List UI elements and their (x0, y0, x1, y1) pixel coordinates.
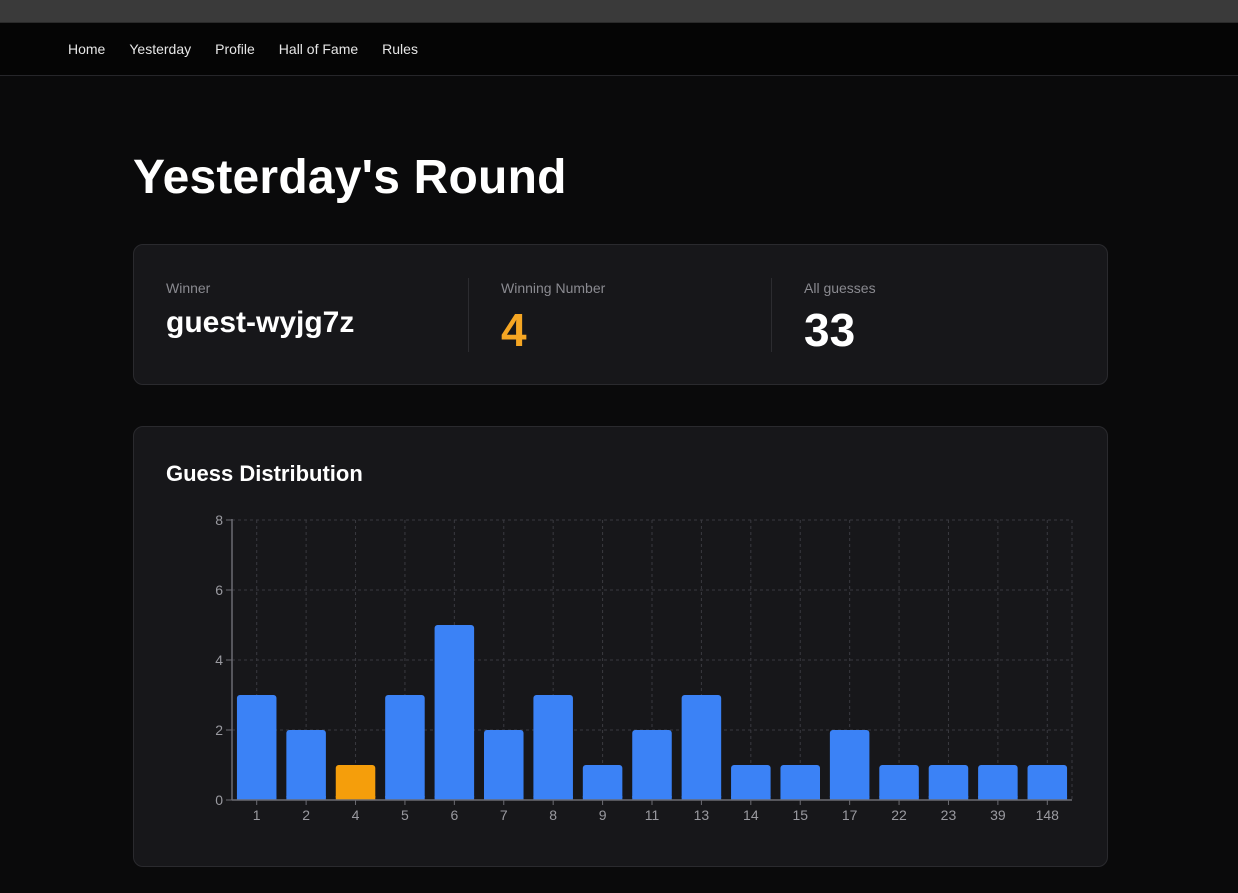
bar-base (236, 796, 277, 800)
stat-divider (468, 278, 469, 352)
x-tick-label: 5 (401, 807, 409, 823)
bar-base (928, 796, 969, 800)
nav-links: Home Yesterday Profile Hall of Fame Rule… (68, 41, 418, 57)
bar (879, 765, 919, 800)
bar (236, 695, 277, 800)
x-tick-label: 11 (645, 807, 660, 823)
bar (978, 765, 1018, 800)
nav-home[interactable]: Home (68, 41, 106, 57)
y-tick-label: 8 (215, 512, 223, 528)
chart-card: Guess Distribution 0 2 4 6 8 1 2 4 5 6 7 8 9 11 13 14 15… (133, 426, 1108, 867)
y-tick-label: 4 (215, 652, 223, 668)
x-tick-label: 15 (792, 807, 808, 823)
bar-base (978, 796, 1018, 800)
x-tick-label: 23 (941, 807, 957, 823)
bar (780, 765, 820, 800)
bar (286, 730, 326, 800)
stats-card: Winner guest-wyjg7z Winning Number 4 All… (133, 244, 1108, 385)
x-tick-label: 4 (352, 807, 360, 823)
bar (385, 695, 425, 800)
bar (484, 730, 524, 800)
bar-base (1027, 796, 1068, 800)
x-tick-label: 22 (891, 807, 907, 823)
winning-number-value: 4 (501, 304, 527, 356)
bar-base (385, 796, 425, 800)
x-tick-label: 17 (842, 807, 858, 823)
winner-label: Winner (166, 280, 211, 296)
winning-number-label: Winning Number (501, 280, 606, 296)
bar (829, 730, 870, 800)
bar-base (533, 796, 573, 800)
chart-title: Guess Distribution (166, 461, 363, 486)
top-nav: Home Yesterday Profile Hall of Fame Rule… (0, 23, 1238, 76)
bar (632, 730, 672, 800)
x-tick-label: 148 (1036, 807, 1060, 823)
x-tick-label: 6 (450, 807, 458, 823)
y-tick-label: 2 (215, 722, 223, 738)
x-tick-label: 9 (599, 807, 607, 823)
bar (434, 625, 475, 800)
bar-base (335, 796, 376, 800)
bar (533, 695, 573, 800)
bar (582, 765, 623, 800)
bar-base (731, 796, 771, 800)
nav-yesterday[interactable]: Yesterday (129, 41, 192, 57)
winner-value: guest-wyjg7z (166, 306, 355, 339)
x-tick-label: 8 (549, 807, 557, 823)
all-guesses-value: 33 (804, 304, 856, 356)
nav-profile[interactable]: Profile (215, 41, 255, 57)
bar-base (434, 796, 475, 800)
bar-base (286, 796, 326, 800)
x-tick-label: 39 (990, 807, 1006, 823)
bar (1027, 765, 1068, 800)
browser-top-strip (0, 0, 1238, 23)
bar-base (780, 796, 820, 800)
nav-hall-of-fame[interactable]: Hall of Fame (278, 41, 359, 57)
bar (681, 695, 722, 800)
bar-base (829, 796, 870, 800)
y-tick-label: 6 (215, 582, 223, 598)
bar-base (681, 796, 722, 800)
x-tick-label: 2 (302, 807, 310, 823)
bar-base (879, 796, 919, 800)
bar-base (632, 796, 672, 800)
bar (928, 765, 969, 800)
bar (335, 765, 376, 800)
stat-divider (771, 278, 772, 352)
x-tick-label: 1 (253, 807, 261, 823)
guess-distribution-chart: 0 2 4 6 8 1 2 4 5 6 7 8 9 11 13 14 15 17 22 23 39 148 (215, 512, 1073, 823)
bar-base (484, 796, 524, 800)
x-tick-label: 14 (743, 807, 759, 823)
nav-rules[interactable]: Rules (382, 41, 418, 57)
bar (731, 765, 771, 800)
x-tick-label: 7 (500, 807, 508, 823)
page-title: Yesterday's Round (133, 151, 567, 204)
x-tick-label: 13 (694, 807, 710, 823)
y-tick-label: 0 (215, 792, 223, 808)
bar-base (582, 796, 623, 800)
all-guesses-label: All guesses (804, 280, 876, 296)
